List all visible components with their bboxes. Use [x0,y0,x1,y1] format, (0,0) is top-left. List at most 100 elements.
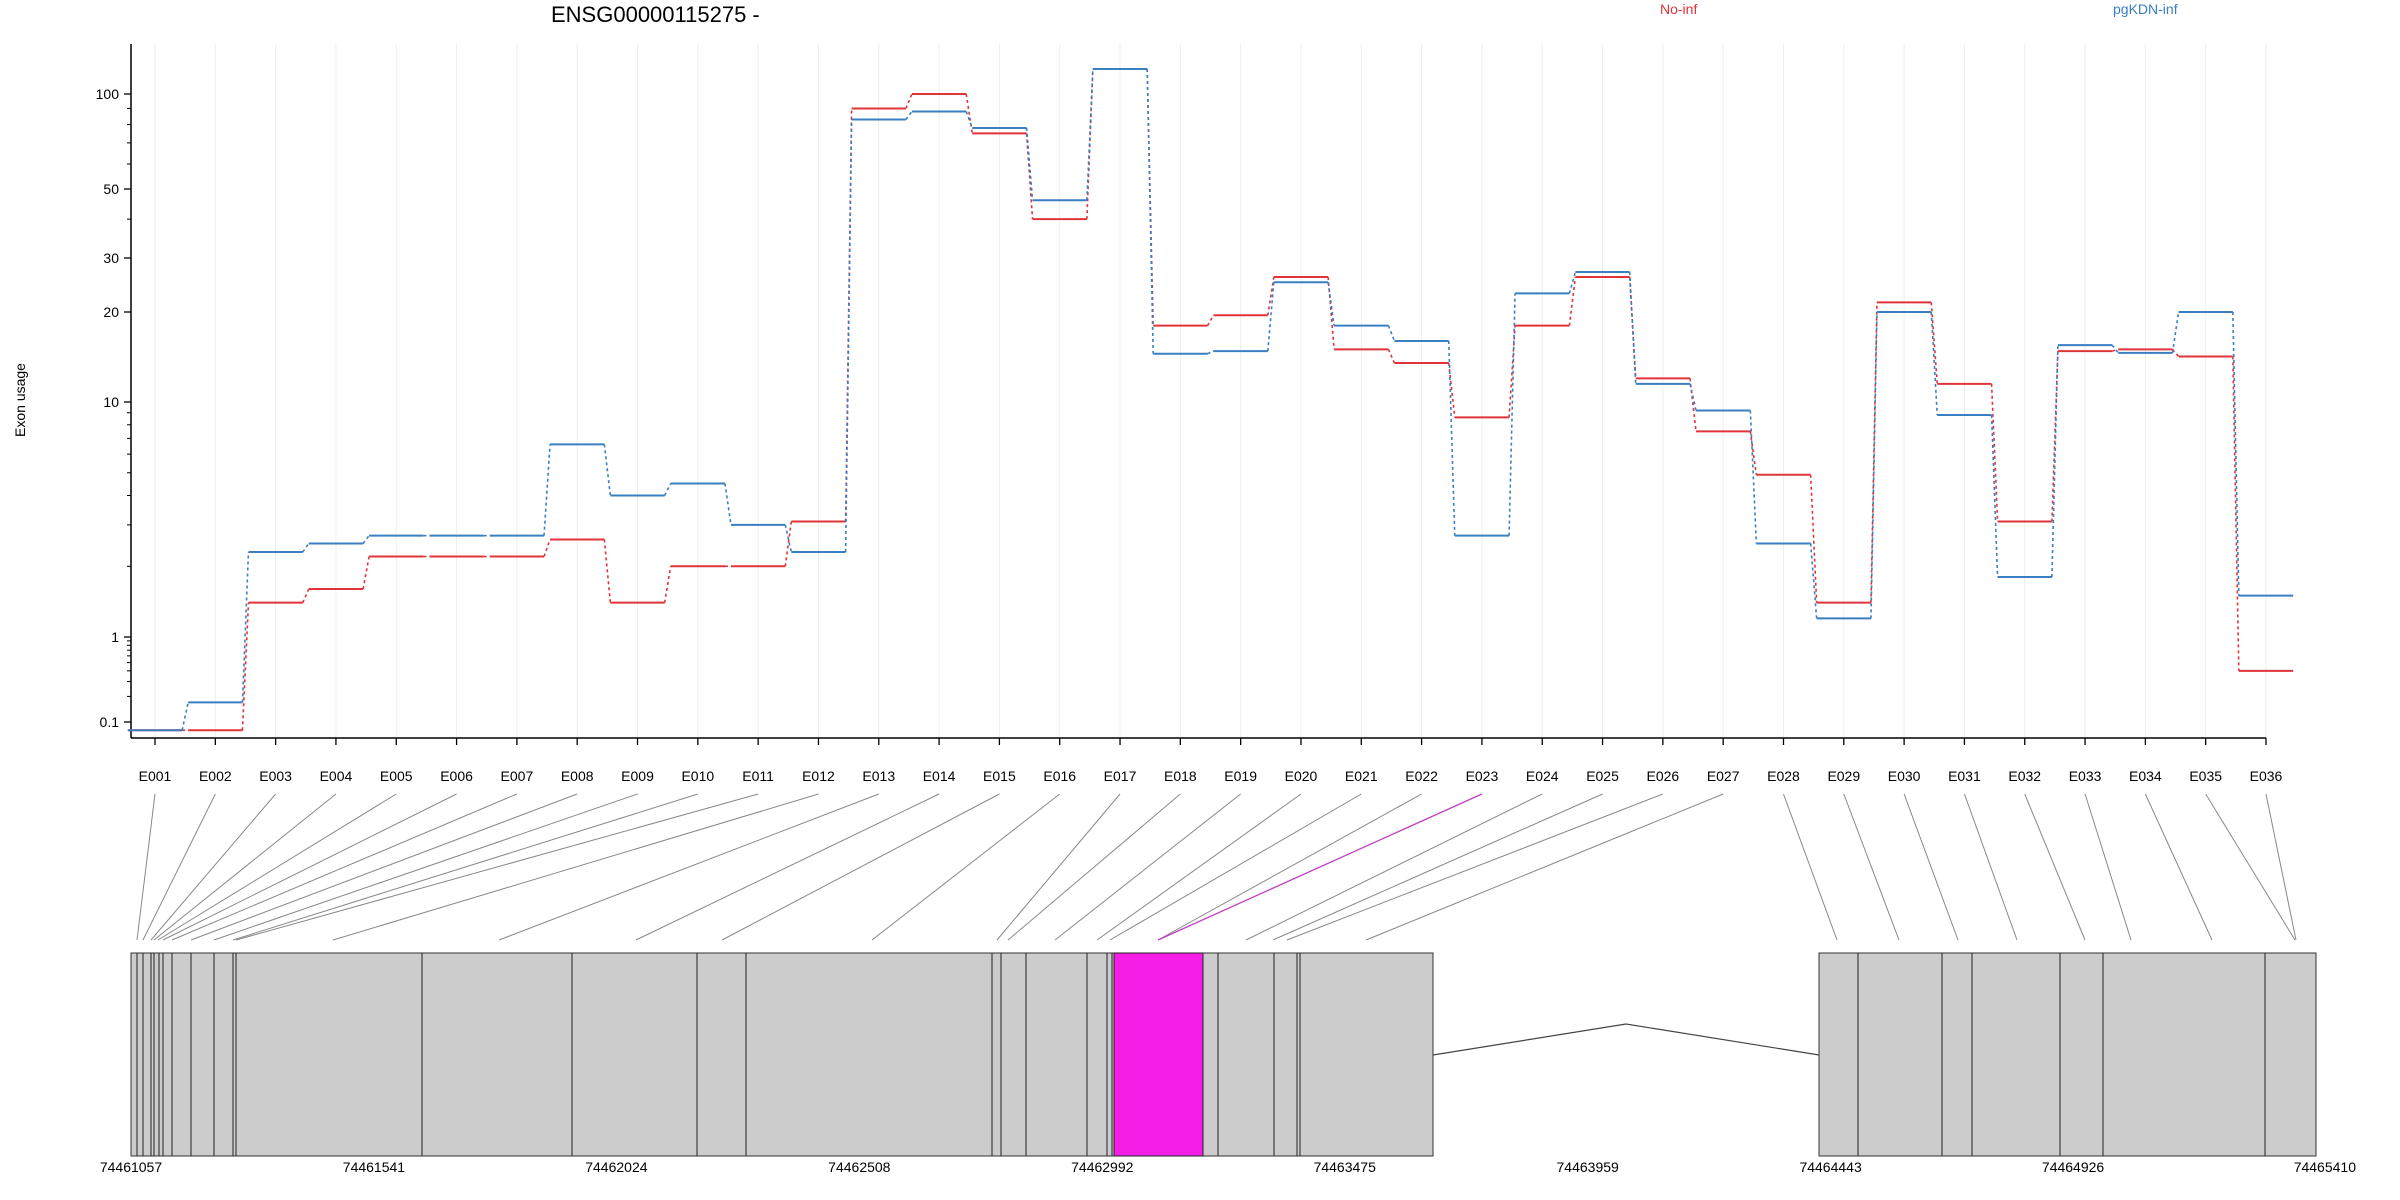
series-connector [241,551,250,703]
x-tick-label: E003 [259,768,292,784]
genomic-tick-label: 74464443 [1799,1159,1862,1175]
x-tick-label: E015 [983,768,1016,784]
series-connector [1930,302,1939,384]
series-pgkdn-inf [127,68,2294,732]
x-tick-label: E022 [1405,768,1438,784]
x-tick-label: E014 [923,768,956,784]
exon-connector [332,793,819,941]
chart-title: ENSG00000115275 - [551,2,760,27]
exon-connector [1286,793,1664,941]
exon-connector [213,793,638,941]
series-connector [724,483,732,525]
x-tick-label: E033 [2069,768,2102,784]
series-connector [302,543,310,553]
series-connector [1207,350,1214,355]
x-tick-label: E032 [2008,768,2041,784]
exon-connector [2144,793,2213,941]
y-tick-label: 1 [111,629,119,645]
x-tick-label: E002 [199,768,232,784]
y-tick-label: 20 [103,304,119,320]
series-connector [1327,282,1335,326]
exon-connector [2024,793,2086,941]
series-connector [1809,474,1818,603]
exon-connector [1365,793,1724,941]
genomic-tick-label: 74461541 [343,1159,406,1175]
x-tick-label: E025 [1586,768,1619,784]
y-tick-label: 100 [96,86,120,102]
series-connector [905,93,913,109]
series-connector [1628,271,1637,384]
series-connector [2051,345,2059,578]
series-connector [1267,276,1275,316]
series-connector [1146,68,1154,354]
series-connector [1206,314,1215,327]
genomic-tick-label: 74464926 [2042,1159,2105,1175]
series-connector [603,444,612,496]
exon-connector [2265,793,2297,941]
x-tick-label: E034 [2129,768,2162,784]
x-tick-label: E036 [2250,768,2283,784]
exon-connector [1109,793,1362,941]
exon-connector [721,793,1000,941]
exon-connector [996,793,1121,941]
genomic-tick-label: 74465410 [2294,1159,2357,1175]
exon-block-left [130,952,1434,1157]
exon-connector [150,793,277,941]
intron-line [1432,1023,1820,1056]
series-connector [1267,282,1275,352]
series-connector [543,539,551,557]
series-connector [1025,127,1034,201]
exon-connector [1843,793,1900,941]
y-tick-label: 50 [103,181,119,197]
x-tick-label: E035 [2189,768,2222,784]
series-connector [2232,356,2240,671]
x-tick-label: E012 [802,768,835,784]
series-connector [2171,311,2180,353]
series-connector [2111,348,2119,352]
x-tick-label: E019 [1224,768,1257,784]
series-connector [1447,340,1456,536]
x-tick-label: E021 [1345,768,1378,784]
exon-connector [1245,793,1543,941]
series-connector [965,111,973,129]
genomic-tick-label: 74462508 [828,1159,891,1175]
series-connector [1387,325,1396,342]
series-connector [1086,68,1094,201]
exon-connector [1272,793,1603,941]
series-connector [362,556,370,590]
series-connector [302,588,310,603]
exon-connector [871,793,1061,941]
series-connector [1327,276,1335,350]
x-tick-label: E020 [1285,768,1318,784]
genomic-tick-label: 74462024 [585,1159,648,1175]
exon-connector [2205,793,2296,941]
exon-connector [1783,793,1838,941]
series-connector [1749,431,1758,475]
series-connector [2232,311,2240,596]
exon-connector [1054,793,1241,941]
exon-connector [190,793,578,941]
exon-connector [1007,793,1181,941]
x-tick-label: E007 [501,768,534,784]
highlight-connector [1157,793,1483,941]
exon-connector [235,793,759,941]
x-tick-label: E026 [1647,768,1680,784]
series-connector [1689,383,1697,411]
series-connector [1749,410,1758,544]
exon-connector [232,793,698,941]
x-tick-label: E011 [742,768,774,784]
exon-connector [2084,793,2132,941]
x-tick-label: E001 [139,768,172,784]
exon-connector [157,793,397,941]
x-tick-label: E031 [1948,768,1981,784]
x-tick-label: E009 [621,768,654,784]
series-connector [663,483,672,496]
y-tick-label: 0.1 [100,714,120,730]
series-connector [362,535,370,544]
exon-block-right [1818,952,2317,1157]
x-tick-label: E010 [681,768,714,784]
exon-connector [1157,793,1422,941]
x-tick-label: E017 [1104,768,1137,784]
exon-connector [142,793,216,941]
